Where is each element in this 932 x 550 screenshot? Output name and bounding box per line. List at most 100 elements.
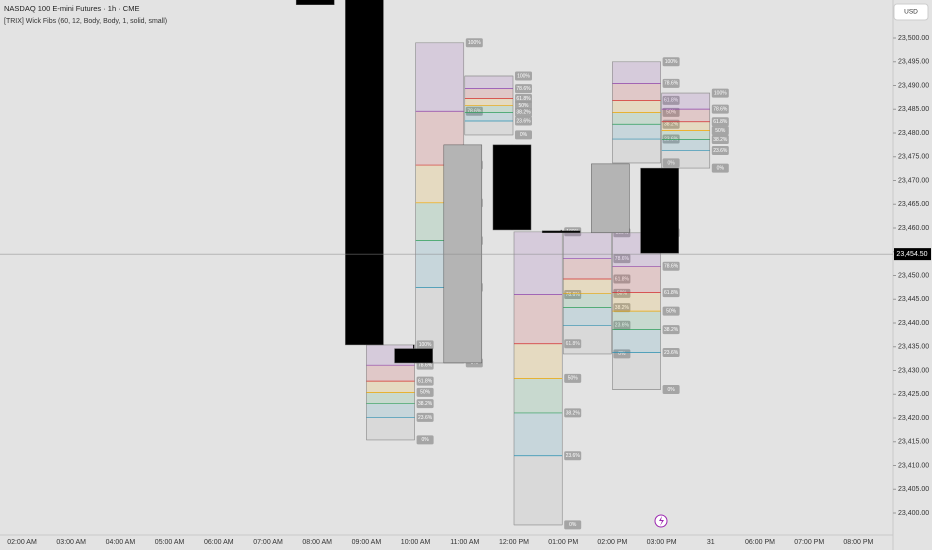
- y-tick-label: 23,495.00: [898, 59, 929, 66]
- currency[interactable]: USD: [904, 9, 918, 16]
- fib-label: 0%: [667, 387, 675, 393]
- candle-body: [345, 0, 384, 346]
- fib-label: 0%: [618, 351, 626, 357]
- fib-label-bg: [465, 106, 483, 116]
- chart-title: NASDAQ 100 E-mini Futures · 1h · CME: [4, 4, 139, 13]
- fib-band: [612, 352, 661, 390]
- fib-band: [366, 403, 415, 418]
- fib-label: 38.2%: [664, 327, 679, 333]
- fib-band: [366, 381, 415, 393]
- fib-label-bg: [564, 290, 582, 300]
- fib-label-bg: [613, 254, 631, 264]
- fib-box: 100%78.6%61.8%50%38.2%23.6%0%: [612, 57, 680, 168]
- fib-band: [612, 124, 661, 140]
- x-tick-label: 03:00 PM: [647, 539, 677, 546]
- fib-label: 61.8%: [615, 276, 630, 282]
- fib-label: 78.6%: [664, 81, 679, 87]
- fib-label-bg: [711, 134, 729, 144]
- fib-label-bg: [662, 158, 680, 168]
- fib-band: [514, 231, 563, 295]
- fib-label-bg: [564, 451, 582, 461]
- fib-label: 50%: [568, 376, 579, 382]
- fib-label-bg: [662, 107, 680, 117]
- fib-label-bg: [711, 88, 729, 98]
- y-tick-label: 23,425.00: [898, 391, 929, 398]
- fib-label: 50%: [518, 103, 529, 109]
- x-tick-label: 09:00 AM: [352, 539, 382, 546]
- y-tick-label: 23,410.00: [898, 462, 929, 469]
- fib-label-bg: [613, 349, 631, 359]
- x-tick-label: 10:00 AM: [401, 539, 431, 546]
- y-tick-label: 23,420.00: [898, 415, 929, 422]
- y-tick-label: 23,415.00: [898, 439, 929, 446]
- y-tick-label: 23,490.00: [898, 82, 929, 89]
- candle-body: [492, 144, 532, 231]
- y-tick-label: 23,430.00: [898, 367, 929, 374]
- fib-label: 0%: [421, 437, 429, 443]
- fib-label: 0%: [471, 360, 479, 366]
- fib-label: 0%: [569, 522, 577, 528]
- fib-band: [612, 139, 661, 163]
- fib-box: 100%78.6%61.8%50%38.2%23.6%0%: [464, 71, 532, 140]
- fib-band: [612, 100, 661, 113]
- x-tick-label: 11:00 AM: [450, 539, 479, 546]
- fib-band: [514, 412, 563, 456]
- fib-label-bg: [662, 134, 680, 144]
- fib-label: 38.2%: [615, 305, 630, 311]
- fib-label: 100%: [419, 342, 432, 348]
- fib-band: [514, 455, 563, 525]
- fib-label-bg: [515, 116, 532, 126]
- fib-label: 23.6%: [516, 118, 531, 124]
- fib-band: [366, 417, 415, 440]
- fib-label-bg: [662, 288, 680, 298]
- fib-band: [514, 378, 563, 413]
- y-tick-label: 23,465.00: [898, 201, 929, 208]
- fib-label-bg: [711, 145, 729, 155]
- fib-label-bg: [515, 71, 532, 81]
- fib-band: [612, 266, 661, 293]
- fib-band: [612, 61, 661, 84]
- fib-band: [464, 76, 513, 89]
- y-tick-label: 23,480.00: [898, 130, 929, 137]
- fib-band: [563, 232, 612, 259]
- fib-label-bg: [613, 303, 631, 313]
- fib-label: 100%: [665, 59, 678, 65]
- fib-label: 0%: [717, 165, 725, 171]
- fib-label-bg: [662, 325, 680, 335]
- fib-label-bg: [564, 520, 582, 530]
- x-tick-label: 08:00 PM: [843, 539, 873, 546]
- fib-band: [612, 311, 661, 330]
- fib-label: 23.6%: [615, 323, 630, 329]
- fib-label-bg: [662, 306, 680, 316]
- fib-label: 0%: [667, 160, 675, 166]
- fib-band: [661, 109, 710, 122]
- fib-band: [464, 98, 513, 106]
- y-tick-label: 23,435.00: [898, 344, 929, 351]
- fib-label: 78.6%: [566, 292, 581, 298]
- fib-band: [464, 105, 513, 113]
- fib-band: [661, 130, 710, 140]
- x-tick-label: 04:00 AM: [106, 539, 136, 546]
- y-tick-label: 23,445.00: [898, 296, 929, 303]
- fib-label: 61.8%: [664, 98, 679, 104]
- y-tick-label: 23,405.00: [898, 486, 929, 493]
- fib-label: 23.6%: [713, 148, 728, 154]
- fib-band: [366, 392, 415, 404]
- x-tick-label: 02:00 AM: [7, 539, 37, 546]
- x-tick-label: 31: [707, 539, 715, 546]
- fib-band: [563, 279, 612, 294]
- fib-band: [612, 112, 661, 125]
- indicator-label: [TRIX] Wick Fibs (60, 12, Body, Body, 1,…: [4, 18, 167, 25]
- plot-area: 100%78.6%61.8%50%38.2%23.6%0%100%78.6%61…: [295, 0, 729, 530]
- fib-band: [514, 343, 563, 379]
- y-tick-label: 23,485.00: [898, 106, 929, 113]
- fib-label: 100%: [468, 40, 481, 46]
- candle-body: [394, 348, 433, 364]
- fib-band: [415, 42, 464, 112]
- fib-band: [661, 93, 710, 110]
- fib-label: 38.2%: [713, 137, 728, 143]
- fib-label: 61.8%: [664, 290, 679, 296]
- currency-button[interactable]: [893, 3, 929, 21]
- fib-label: 38.2%: [664, 122, 679, 128]
- fib-label-bg: [515, 84, 532, 94]
